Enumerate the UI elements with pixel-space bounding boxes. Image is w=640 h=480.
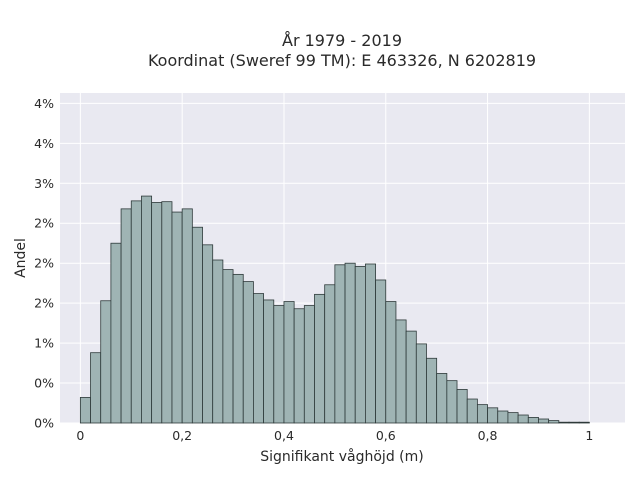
histogram-bar <box>538 418 550 424</box>
histogram-bar <box>222 269 234 424</box>
histogram-bar <box>395 319 407 424</box>
histogram-bar <box>232 273 244 424</box>
y-tick-labels: 0% 0% 1% 2% 2% 2% 3% 4% 4% <box>34 96 54 431</box>
y-tick-label: 4% <box>34 96 54 111</box>
histogram-bar <box>415 343 427 424</box>
histogram-bar <box>558 421 570 424</box>
histogram-bar <box>385 301 397 424</box>
x-tick-label: 0,6 <box>376 428 396 443</box>
histogram-bar <box>497 410 509 424</box>
x-tick-label: 0,8 <box>478 428 498 443</box>
histogram-bar <box>191 226 203 424</box>
histogram-bar <box>507 412 519 424</box>
histogram-bar <box>141 195 153 424</box>
histogram-bar <box>120 208 132 424</box>
y-tick-label: 2% <box>34 256 54 271</box>
histogram-bar <box>578 421 590 424</box>
y-tick-label: 4% <box>34 136 54 151</box>
histogram-bar <box>90 352 102 424</box>
y-tick-label: 2% <box>34 296 54 311</box>
x-axis-label: Signifikant våghöjd (m) <box>260 448 423 465</box>
chart-title-line2: Koordinat (Sweref 99 TM): E 463326, N 62… <box>148 51 536 70</box>
histogram-bar <box>161 201 173 424</box>
histogram-bar <box>171 211 183 424</box>
histogram-bar <box>303 305 315 424</box>
histogram-bar <box>273 305 285 424</box>
histogram-bar <box>375 279 387 424</box>
x-tick-label: 0,2 <box>172 428 192 443</box>
y-axis-label: Andel <box>13 238 29 278</box>
histogram-bar <box>354 265 366 424</box>
histogram-bar <box>202 244 214 424</box>
histogram-bar <box>263 299 275 424</box>
histogram-bar <box>314 293 326 424</box>
histogram-bar <box>426 357 438 424</box>
histogram-bar <box>456 389 468 424</box>
histogram-bar <box>130 200 142 424</box>
histogram-bar <box>466 398 478 424</box>
histogram-bar <box>181 208 193 424</box>
histogram-bar <box>344 262 356 424</box>
x-tick-label: 1 <box>585 428 593 443</box>
histogram-bar <box>365 263 376 424</box>
histogram-bar <box>548 420 560 424</box>
histogram-bar <box>436 373 448 424</box>
histogram-bar <box>212 259 224 424</box>
y-tick-label: 3% <box>34 176 54 191</box>
histogram-bar <box>405 330 417 424</box>
histogram-bar <box>283 301 295 424</box>
histogram-bar <box>293 308 305 424</box>
histogram-bar <box>568 421 580 424</box>
histogram-bar <box>79 397 91 424</box>
y-tick-label: 0% <box>34 416 54 431</box>
histogram-bar <box>517 414 529 424</box>
histogram-bar <box>151 202 163 424</box>
x-tick-label: 0 <box>76 428 84 443</box>
histogram-bar <box>334 264 346 424</box>
x-tick-label: 0,4 <box>274 428 294 443</box>
y-tick-label: 2% <box>34 216 54 231</box>
histogram-bar <box>476 404 488 424</box>
histogram-bar <box>446 380 458 424</box>
histogram-bar <box>242 281 254 424</box>
y-tick-label: 0% <box>34 376 54 391</box>
y-tick-label: 1% <box>34 336 54 351</box>
histogram-bar <box>253 293 265 424</box>
histogram-bar <box>324 284 336 424</box>
histogram-bar <box>527 417 539 424</box>
x-tick-labels: 0 0,2 0,4 0,6 0,8 1 <box>76 428 593 443</box>
histogram-bar <box>100 300 112 424</box>
histogram-bar <box>487 407 499 424</box>
chart-title-line1: År 1979 - 2019 <box>282 31 402 50</box>
histogram-bar <box>110 242 122 424</box>
bars <box>79 195 590 424</box>
